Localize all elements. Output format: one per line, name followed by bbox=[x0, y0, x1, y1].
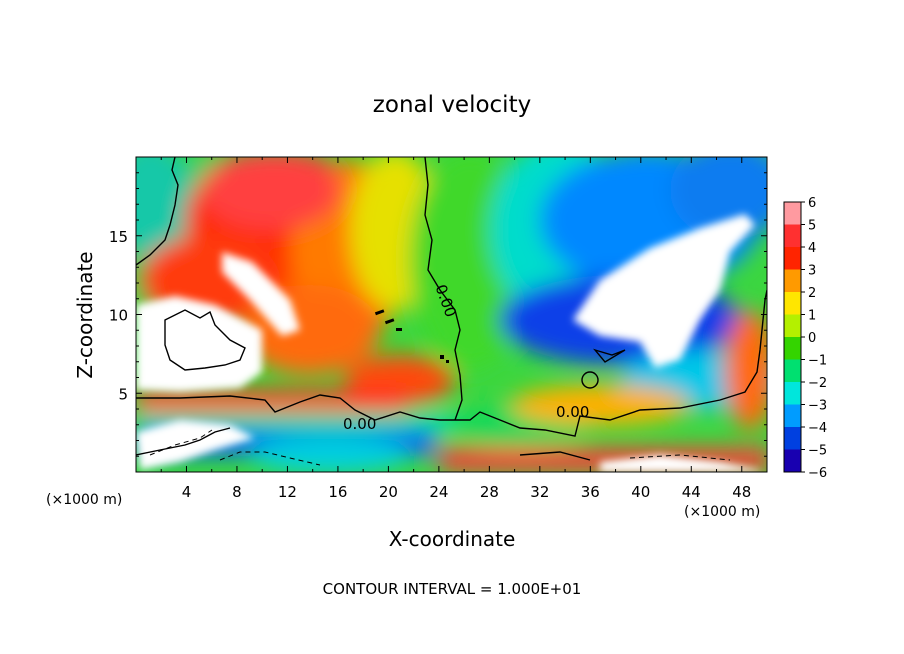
colorbar: 6 5 4 3 2 1 0 −1 −2 −3 −4 −5 −6 bbox=[783, 196, 827, 481]
colorbar-swatch bbox=[784, 314, 801, 338]
colorbar-swatch bbox=[784, 337, 801, 360]
colorbar-swatch bbox=[784, 202, 801, 225]
colorbar-swatch bbox=[784, 269, 801, 293]
y-tick-label: 5 bbox=[118, 385, 128, 403]
y-tick-label: 15 bbox=[109, 228, 128, 246]
colorbar-swatch bbox=[784, 247, 801, 270]
colorbar-label: −5 bbox=[808, 444, 827, 459]
colorbar-label: 5 bbox=[808, 219, 816, 234]
colorbar-label: 3 bbox=[808, 264, 816, 279]
x-tick-label: 32 bbox=[530, 483, 549, 501]
colorbar-swatch bbox=[784, 382, 801, 405]
x-tick-label: 12 bbox=[278, 483, 297, 501]
x-tick-label: 24 bbox=[429, 483, 448, 501]
x-tick-label: 36 bbox=[581, 483, 600, 501]
colorbar-label: −4 bbox=[808, 421, 827, 436]
x-unit-right: (×1000 m) bbox=[684, 504, 760, 520]
y-tick-label: 10 bbox=[109, 307, 128, 325]
colorbar-label: 2 bbox=[808, 286, 816, 301]
colorbar-swatch bbox=[784, 224, 801, 248]
x-tick-label: 28 bbox=[480, 483, 499, 501]
colorbar-label: 6 bbox=[808, 196, 816, 211]
colorbar-swatch bbox=[784, 449, 801, 473]
velocity-field: 0.00 0.00 0.00 bbox=[136, 157, 767, 472]
x-axis-label: X-coordinate bbox=[389, 527, 516, 551]
colorbar-label: −3 bbox=[808, 399, 827, 414]
contour-interval-note: CONTOUR INTERVAL = 1.000E+01 bbox=[323, 580, 582, 598]
colorbar-label: 1 bbox=[808, 309, 816, 324]
colorbar-swatch bbox=[784, 359, 801, 383]
x-tick-label: 44 bbox=[682, 483, 701, 501]
y-axis-label: Z-coordinate bbox=[73, 251, 97, 378]
x-tick-label: 8 bbox=[232, 483, 242, 501]
colorbar-swatch bbox=[784, 404, 801, 428]
colorbar-label: −2 bbox=[808, 376, 827, 391]
colorbar-label: 0 bbox=[808, 331, 816, 346]
x-tick-label: 16 bbox=[328, 483, 347, 501]
colorbar-swatch bbox=[784, 427, 801, 450]
x-tick-label: 20 bbox=[379, 483, 398, 501]
colorbar-label: −6 bbox=[808, 466, 827, 481]
colorbar-label: 4 bbox=[808, 241, 816, 256]
x-tick-label: 40 bbox=[631, 483, 650, 501]
x-tick-label: 4 bbox=[182, 483, 192, 501]
contour-label: 0.00 bbox=[343, 415, 376, 433]
contour-label: 0.00 bbox=[556, 403, 589, 421]
x-unit-left: (×1000 m) bbox=[46, 492, 122, 508]
x-tick-label: 48 bbox=[732, 483, 751, 501]
colorbar-swatch bbox=[784, 292, 801, 315]
chart-title: zonal velocity bbox=[373, 92, 531, 118]
colorbar-label: −1 bbox=[808, 354, 827, 369]
